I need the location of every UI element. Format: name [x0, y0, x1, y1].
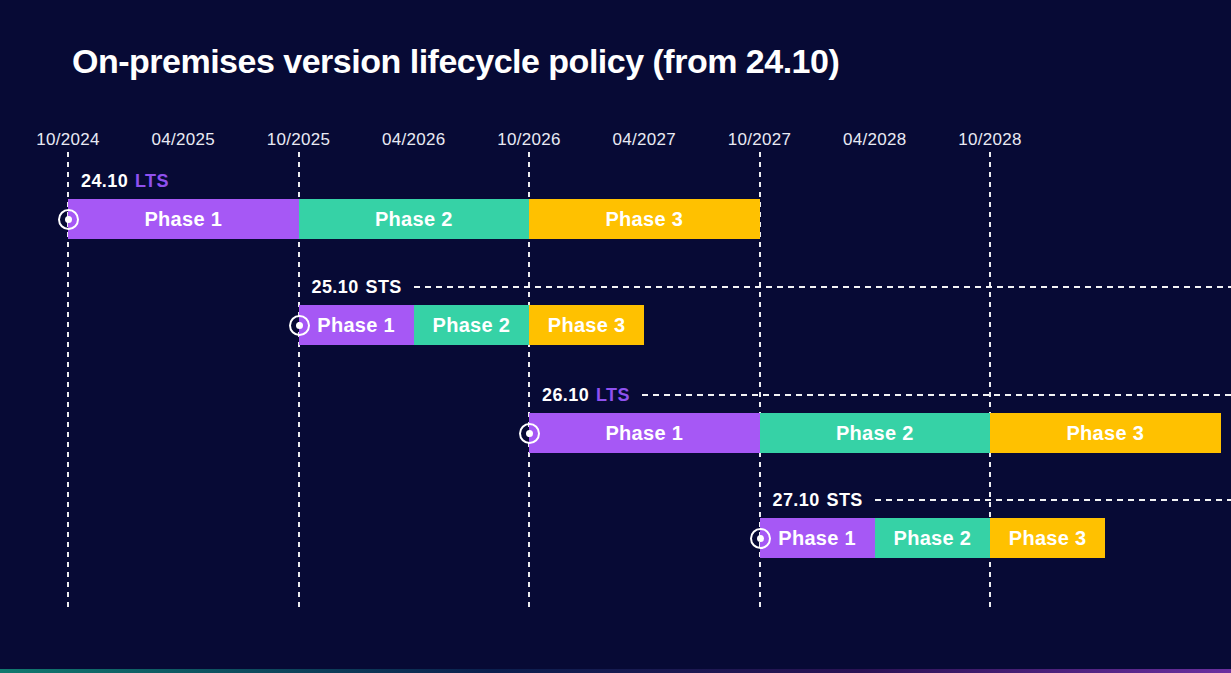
- release-point-dot: [296, 322, 303, 329]
- axis-tick-label: 10/2026: [474, 130, 584, 150]
- axis-tick-label: 10/2027: [705, 130, 815, 150]
- phase-bar: Phase 2: [875, 518, 990, 558]
- phase-bar: Phase 3: [529, 199, 760, 239]
- phase-bar-label: Phase 2: [836, 422, 914, 445]
- version-number: 24.10: [81, 171, 128, 192]
- phase-bar: Phase 2: [299, 199, 530, 239]
- phase-bar-label: Phase 1: [605, 422, 683, 445]
- phase-bar: Phase 2: [760, 413, 991, 453]
- version-row-label: 26.10 LTS: [542, 385, 1231, 405]
- lifecycle-gantt-chart: On-premises version lifecycle policy (fr…: [0, 0, 1231, 673]
- phase-bar-label: Phase 3: [1009, 527, 1087, 550]
- phase-bar: Phase 3: [529, 305, 644, 345]
- channel-badge: LTS: [596, 385, 630, 406]
- channel-badge: LTS: [135, 171, 169, 192]
- phase-bar-label: Phase 3: [605, 208, 683, 231]
- axis-tick-label: 04/2028: [820, 130, 930, 150]
- version-number: 25.10: [312, 277, 359, 298]
- axis-tick-label: 04/2025: [128, 130, 238, 150]
- phase-bar-label: Phase 2: [433, 314, 511, 337]
- phase-bar-label: Phase 3: [548, 314, 626, 337]
- phase-bar: Phase 1: [68, 199, 299, 239]
- release-point-marker-icon: [58, 209, 79, 230]
- phase-bar-label: Phase 2: [375, 208, 453, 231]
- release-point-marker-icon: [519, 423, 540, 444]
- phase-bar: Phase 3: [990, 413, 1221, 453]
- phase-bar: Phase 1: [529, 413, 760, 453]
- release-point-marker-icon: [750, 528, 771, 549]
- phase-bar-label: Phase 1: [144, 208, 222, 231]
- version-number: 27.10: [773, 490, 820, 511]
- axis-tick-label: 10/2025: [244, 130, 354, 150]
- axis-tick-label: 04/2026: [359, 130, 469, 150]
- phase-bar-label: Phase 1: [317, 314, 395, 337]
- release-point-dot: [757, 535, 764, 542]
- support-extent-dashed-line: [642, 394, 1231, 396]
- phase-bar-label: Phase 1: [778, 527, 856, 550]
- page-title: On-premises version lifecycle policy (fr…: [72, 42, 839, 81]
- phase-bar: Phase 1: [299, 305, 414, 345]
- channel-badge: STS: [827, 490, 863, 511]
- release-point-dot: [65, 216, 72, 223]
- phase-bar-label: Phase 3: [1066, 422, 1144, 445]
- release-point-dot: [526, 430, 533, 437]
- axis-tick-label: 10/2028: [935, 130, 1045, 150]
- version-row-label: 27.10 STS: [773, 490, 1231, 510]
- version-number: 26.10: [542, 385, 589, 406]
- phase-bar-label: Phase 2: [894, 527, 972, 550]
- phase-bar: Phase 2: [414, 305, 529, 345]
- axis-tick-label: 10/2024: [13, 130, 123, 150]
- support-extent-dashed-line: [414, 286, 1231, 288]
- channel-badge: STS: [366, 277, 402, 298]
- bottom-gradient-strip: [0, 669, 1231, 673]
- version-row-label: 24.10 LTS: [81, 171, 1231, 191]
- phase-bar: Phase 1: [760, 518, 875, 558]
- support-extent-dashed-line: [875, 499, 1231, 501]
- phase-bar: Phase 3: [990, 518, 1105, 558]
- release-point-marker-icon: [289, 315, 310, 336]
- version-row-label: 25.10 STS: [312, 277, 1231, 297]
- axis-tick-label: 04/2027: [589, 130, 699, 150]
